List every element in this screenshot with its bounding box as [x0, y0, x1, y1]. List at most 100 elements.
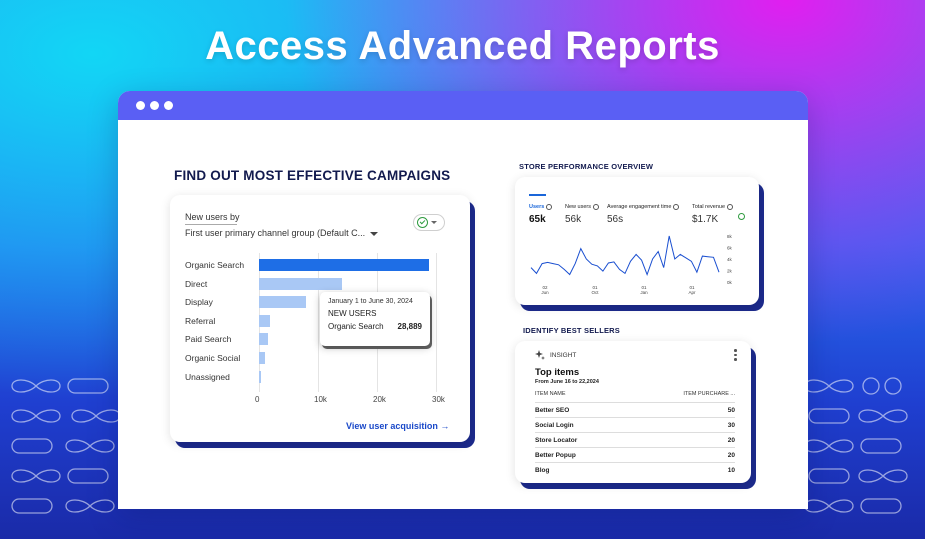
y-tick-label: 4k [727, 257, 733, 262]
help-icon [592, 204, 599, 210]
bar[interactable] [259, 352, 266, 364]
item-value: 20 [727, 437, 735, 444]
best-sellers-heading: IDENTIFY BEST SELLERS [523, 326, 620, 335]
campaigns-heading: FIND OUT MOST EFFECTIVE CAMPAIGNS [174, 168, 451, 183]
category-label: Organic Social [185, 353, 241, 363]
metric-label: New users [565, 204, 591, 210]
window-dot-icon [150, 101, 159, 110]
decorative-loop-pattern-right [804, 377, 908, 514]
item-name: Blog [535, 467, 550, 474]
x-tick-label: 30k [432, 395, 445, 404]
comparison-toggle[interactable] [413, 214, 445, 231]
sparkle-icon [535, 350, 545, 360]
best-sellers-card: INSIGHT Top items From June 16 to 22,202… [515, 341, 751, 483]
tooltip-channel: Organic Search [328, 322, 384, 331]
help-icon [673, 204, 680, 210]
best-sellers-date-range: From June 16 to 22,2024 [535, 379, 599, 385]
x-tick-label: 20k [373, 395, 386, 404]
item-value: 10 [727, 467, 735, 474]
item-name: Better Popup [535, 452, 576, 459]
metric-value: 56s [607, 214, 624, 225]
dimension-select-label: First user primary channel group (Defaul… [185, 228, 366, 238]
best-sellers-table: ITEM NAME ITEM PURCHARE ... Better SEO 5… [535, 391, 735, 477]
metric-value: 65k [529, 214, 546, 225]
series-line [530, 235, 720, 276]
bar[interactable] [259, 370, 261, 383]
x-tick-label: 02 [542, 285, 548, 290]
tooltip-metric: NEW USERS [328, 309, 377, 318]
best-sellers-title: Top items [535, 367, 580, 378]
active-tab-indicator [529, 194, 546, 196]
metric-users[interactable]: Users 65k [529, 204, 553, 225]
card-title: New users by [185, 212, 240, 222]
x-tick-label: 10k [314, 395, 327, 404]
y-tick-label: 6k [727, 246, 733, 251]
metric-label: Average engagement time [607, 204, 672, 210]
metric-value: 56k [565, 214, 582, 225]
item-value: 30 [727, 422, 735, 429]
y-tick-label: 8k [727, 234, 733, 239]
hero-title: Access Advanced Reports [205, 24, 720, 68]
help-icon [727, 204, 734, 210]
dimension-select[interactable]: First user primary channel group (Defaul… [185, 228, 379, 238]
window-dot-icon [136, 101, 145, 110]
item-name: Store Locator [535, 437, 578, 444]
gridline [318, 253, 319, 392]
title-underline [185, 224, 237, 225]
column-header-purchases[interactable]: ITEM PURCHARE ... [683, 391, 735, 397]
metric-value: $1.7K [692, 214, 719, 225]
bar[interactable] [259, 314, 270, 327]
metric-engagement-time[interactable]: Average engagement time 56s [607, 204, 680, 225]
x-tick-label: Jan [640, 290, 648, 295]
caret-down-icon [431, 221, 437, 224]
insight-badge: INSIGHT [550, 351, 577, 359]
column-header-item-name: ITEM NAME [535, 391, 566, 397]
check-icon [738, 213, 745, 220]
new-users-card: New users by First user primary channel … [170, 195, 470, 442]
window-dot-icon [164, 101, 173, 110]
bar[interactable] [259, 259, 430, 271]
metric-label: Users [529, 204, 545, 210]
gridline [436, 253, 437, 392]
item-value: 50 [727, 407, 735, 414]
bar[interactable] [259, 296, 307, 309]
category-label: Referral [185, 315, 216, 326]
tooltip-value: 28,889 [397, 322, 422, 331]
metric-new-users[interactable]: New users 56k [565, 204, 599, 225]
category-label: Paid Search [185, 334, 232, 345]
x-tick-label: 01 [592, 285, 598, 290]
more-options-icon[interactable] [734, 349, 737, 361]
y-tick-label: 2k [727, 269, 733, 274]
category-label: Direct [185, 278, 208, 289]
app-window: FIND OUT MOST EFFECTIVE CAMPAIGNS New us… [118, 91, 808, 509]
caret-down-icon [370, 231, 379, 236]
item-value: 20 [727, 452, 735, 459]
bar[interactable] [259, 277, 342, 290]
x-tick-label: 01 [689, 285, 695, 290]
item-name: Better SEO [535, 407, 570, 414]
x-tick-label: 01 [641, 285, 647, 290]
category-label: Display [185, 297, 213, 308]
category-label: Organic Search [185, 260, 245, 270]
metric-total-revenue[interactable]: Total revenue $1.7K [692, 204, 734, 225]
check-circle-icon [417, 217, 428, 228]
chart-tooltip: January 1 to June 30, 2024 NEW USERS Org… [320, 292, 430, 346]
table-row: Store Locator 20 [535, 433, 735, 448]
view-user-acquisition-link[interactable]: View user acquisition → [346, 421, 450, 431]
x-tick-label: Oct [591, 290, 599, 295]
table-row: Better SEO 50 [535, 403, 735, 418]
decorative-loop-pattern-left [11, 378, 121, 514]
performance-heading: STORE PERFORMANCE OVERVIEW [519, 162, 654, 171]
tooltip-date: January 1 to June 30, 2024 [328, 298, 413, 305]
category-label: Unassigned [185, 371, 230, 382]
table-row: Social Login 30 [535, 418, 735, 433]
item-name: Social Login [535, 422, 574, 429]
window-titlebar [118, 91, 808, 120]
metric-label: Total revenue [692, 204, 726, 210]
table-row: Better Popup 20 [535, 448, 735, 463]
performance-card: Users 65k New users 56k Average engageme… [515, 177, 759, 305]
x-tick-label: Jun [541, 290, 549, 295]
bar[interactable] [259, 333, 268, 346]
x-tick-label: Apr [688, 290, 696, 295]
